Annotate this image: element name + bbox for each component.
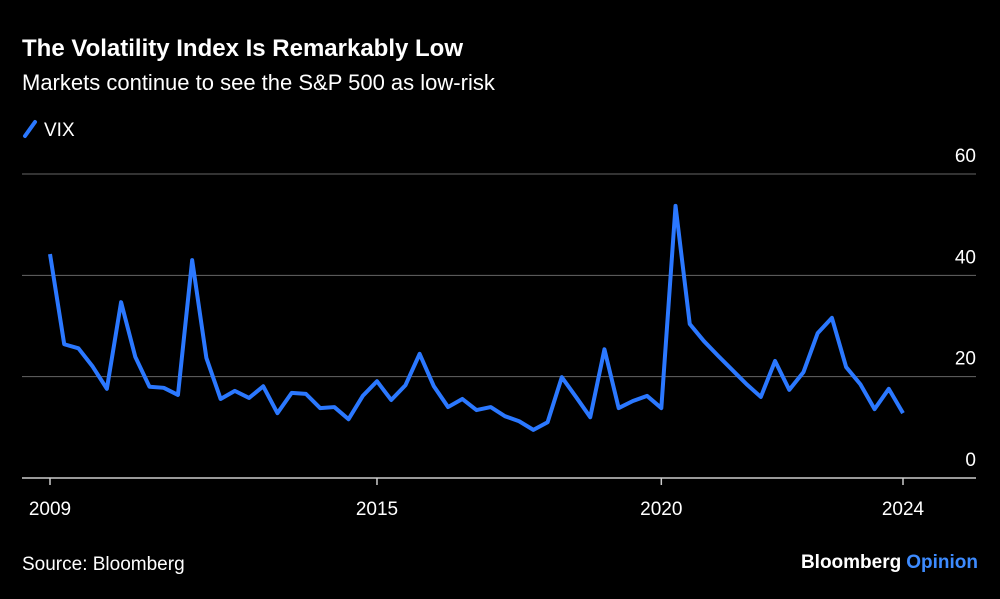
y-tick-label: 0 (965, 450, 976, 471)
brand-name: Bloomberg (801, 552, 901, 573)
chart-title: The Volatility Index Is Remarkably Low (22, 35, 463, 62)
y-tick-label: 20 (955, 349, 976, 370)
y-tick-label: 40 (955, 247, 976, 268)
y-tick-label: 60 (955, 146, 976, 167)
source: Source: Bloomberg (22, 554, 185, 575)
brand: Bloomberg Opinion (801, 552, 978, 573)
data-line (48, 203, 905, 432)
legend-label: VIX (44, 120, 75, 141)
x-tick-label: 2009 (29, 499, 71, 520)
chart-subtitle: Markets continue to see the S&P 500 as l… (22, 70, 496, 95)
legend-swatch (23, 120, 37, 138)
x-tick-label: 2015 (356, 499, 398, 520)
x-tick-label: 2020 (640, 499, 682, 520)
x-tick-label: 2024 (882, 499, 925, 520)
brand-opinion: Opinion (906, 552, 978, 573)
